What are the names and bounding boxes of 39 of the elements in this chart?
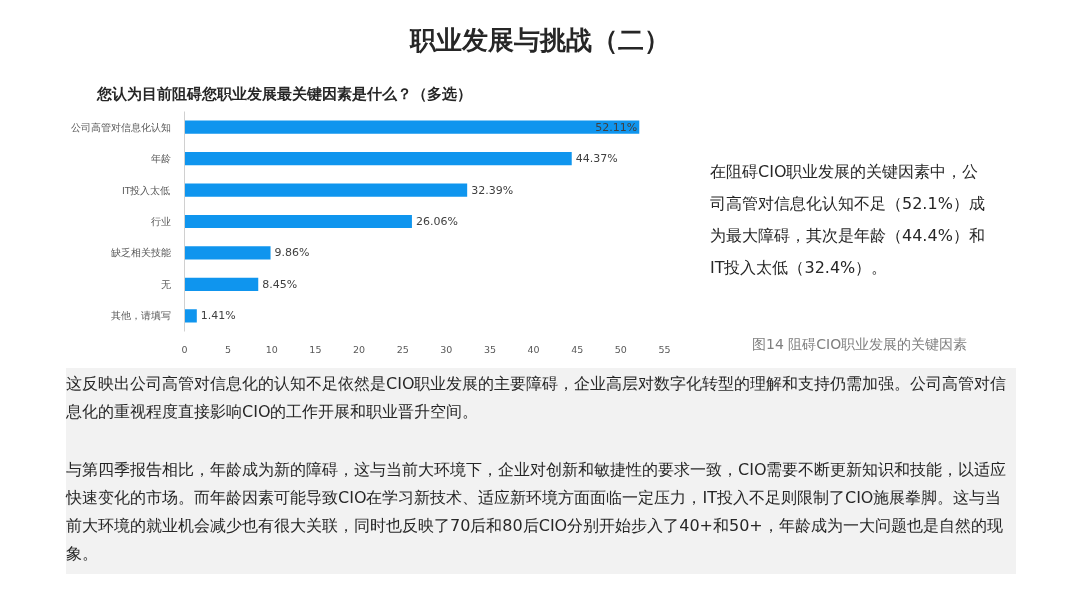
data-label: 44.37% [575, 152, 618, 166]
bar [184, 309, 197, 323]
x-tick-label: 25 [396, 343, 409, 355]
y-tick-label: 无 [160, 278, 171, 290]
text: 与第四季报告相比，年龄成为新的障碍，这与当前大环境下，企业对创新和敏捷性的要求一致，CIO需要不断更新知识和技能，以适应快速变化的市场。而年龄因素可能导致CIO在学习新技术、适应新环境方面面临一定压力，IT投入不足则限制了CIO施展拳脚。这与当前大环境的就业机会减少也有很大关联，同时也反映了70后和80后CIO分别开始步入了40+和50+，年龄成为一大问题也是自然的现象。 [66, 459, 1008, 565]
chart-title: 职业发展与挑战（二） [410, 24, 670, 57]
chart-subtitle: 您认为目前阻碍您职业发展最关键因素是什么？（多选） [97, 84, 472, 105]
x-tick-label: 50 [614, 343, 627, 355]
bar [184, 277, 259, 291]
x-tick-label: 45 [571, 343, 584, 355]
bar [184, 120, 640, 134]
y-tick-label: IT投入太低 [121, 184, 171, 196]
y-tick-label: 年龄 [150, 153, 171, 165]
bar [184, 214, 412, 229]
data-label: 26.06% [415, 215, 458, 228]
y-tick-label: 行业 [150, 216, 171, 227]
text: 这反映出公司高管对信息化的认知不足依然是CIO职业发展的主要障碍，企业高层对数字化转型的理解和支持仍需加强。公司高管对信息化的重视程度直接影响CIO的工作开展和职业晋升空间。 [66, 373, 1008, 423]
x-tick-label: 0 [181, 343, 188, 355]
x-tick-label: 15 [309, 343, 322, 355]
x-tick-label: 20 [353, 343, 366, 355]
data-label: 8.45% [262, 277, 298, 291]
data-label: 1.41% [200, 309, 236, 323]
data-label: 9.86% [274, 246, 310, 260]
text: 在阻碍CIO职业发展的关键因素中，公司高管对信息化认知不足（52.1%）成为最大障碍，其次是年龄（44.4%）和IT投入太低（32.4%）。 [710, 161, 986, 279]
bar [184, 246, 271, 260]
caption: 图14 阻碍CIO职业发展的关键因素 [752, 335, 968, 354]
y-tick-label: 缺乏相关技能 [110, 247, 171, 259]
bar [184, 183, 468, 197]
y-tick-label: 公司高管对信息化认知 [70, 121, 171, 133]
y-tick-label: 其他，请填写 [110, 310, 171, 322]
x-tick-label: 5 [225, 343, 232, 355]
x-tick-label: 35 [483, 343, 496, 355]
data-label: 32.39% [471, 183, 514, 197]
bar [184, 152, 572, 166]
x-tick-label: 55 [658, 343, 671, 355]
x-tick-label: 40 [527, 343, 540, 355]
data-label: 52.11% [595, 120, 638, 134]
x-tick-label: 30 [440, 343, 453, 355]
x-tick-label: 10 [265, 343, 278, 355]
